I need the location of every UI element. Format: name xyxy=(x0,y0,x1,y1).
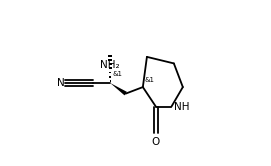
Polygon shape xyxy=(110,80,111,82)
Polygon shape xyxy=(109,76,111,78)
Polygon shape xyxy=(108,63,112,65)
Text: O: O xyxy=(152,137,160,147)
Text: NH: NH xyxy=(174,102,190,113)
Polygon shape xyxy=(108,55,112,57)
Polygon shape xyxy=(108,59,112,61)
Text: NH₂: NH₂ xyxy=(100,60,120,70)
Text: N: N xyxy=(57,78,64,88)
Polygon shape xyxy=(109,67,112,69)
Text: &1: &1 xyxy=(144,77,154,83)
Polygon shape xyxy=(110,83,127,95)
Polygon shape xyxy=(109,72,111,73)
Text: &1: &1 xyxy=(112,71,122,77)
